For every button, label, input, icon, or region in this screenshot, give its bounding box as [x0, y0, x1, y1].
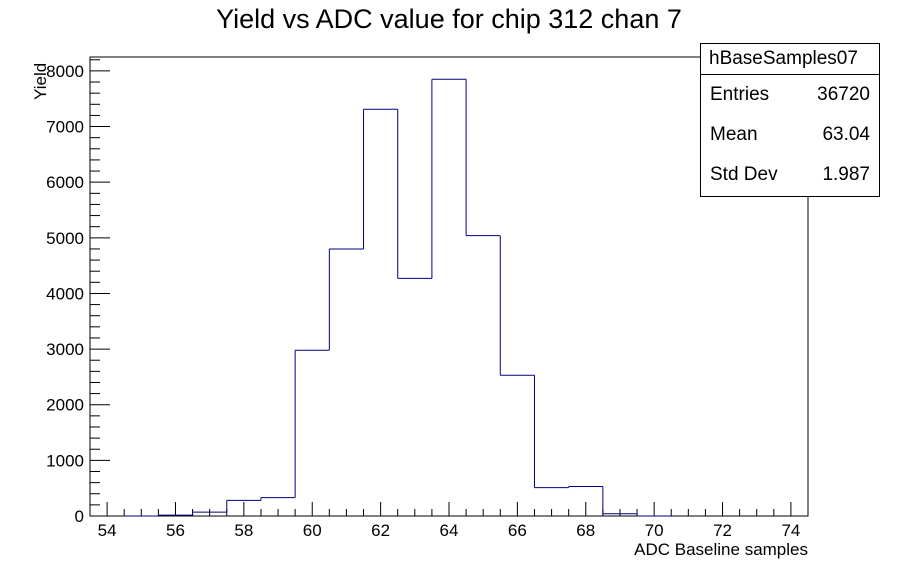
stats-title: hBaseSamples07 — [701, 44, 879, 75]
x-axis: 54 56 58 60 62 64 66 68 70 72 74 — [98, 502, 800, 540]
stddev-value: 1.987 — [822, 164, 870, 185]
y-tick-label: 3000 — [46, 340, 84, 359]
mean-value: 63.04 — [822, 124, 870, 145]
y-tick-label: 1000 — [46, 451, 84, 470]
chart-title: Yield vs ADC value for chip 312 chan 7 — [216, 4, 682, 34]
entries-label: Entries — [710, 84, 770, 105]
x-tick-label: 74 — [781, 521, 800, 540]
x-tick-label: 56 — [166, 521, 185, 540]
y-tick-label: 8000 — [46, 62, 84, 81]
y-axis: 0 1000 2000 3000 4000 5000 6000 7000 8000 — [46, 59, 110, 526]
x-tick-label: 68 — [576, 521, 595, 540]
stats-mean-row: Mean 63.04 — [701, 115, 879, 155]
y-tick-label: 0 — [75, 507, 84, 526]
stats-box: hBaseSamples07 Entries 36720 Mean 63.04 … — [700, 43, 880, 197]
x-tick-label: 54 — [98, 521, 117, 540]
x-tick-label: 72 — [713, 521, 732, 540]
x-tick-label: 70 — [645, 521, 664, 540]
histogram-bins — [124, 78, 672, 517]
stddev-label: Std Dev — [710, 164, 778, 185]
x-axis-label: ADC Baseline samples — [634, 540, 808, 559]
entries-value: 36720 — [817, 84, 870, 105]
y-tick-label: 7000 — [46, 118, 84, 137]
x-tick-label: 64 — [440, 521, 459, 540]
y-axis-label: Yield — [31, 63, 50, 100]
x-tick-label: 62 — [371, 521, 390, 540]
y-tick-label: 5000 — [46, 229, 84, 248]
stats-entries-row: Entries 36720 — [701, 75, 879, 115]
y-tick-label: 6000 — [46, 173, 84, 192]
y-tick-label: 4000 — [46, 284, 84, 303]
mean-label: Mean — [710, 124, 758, 145]
stats-stddev-row: Std Dev 1.987 — [701, 155, 879, 195]
x-tick-label: 60 — [303, 521, 322, 540]
x-tick-label: 66 — [508, 521, 527, 540]
y-tick-label: 2000 — [46, 396, 84, 415]
x-tick-label: 58 — [234, 521, 253, 540]
